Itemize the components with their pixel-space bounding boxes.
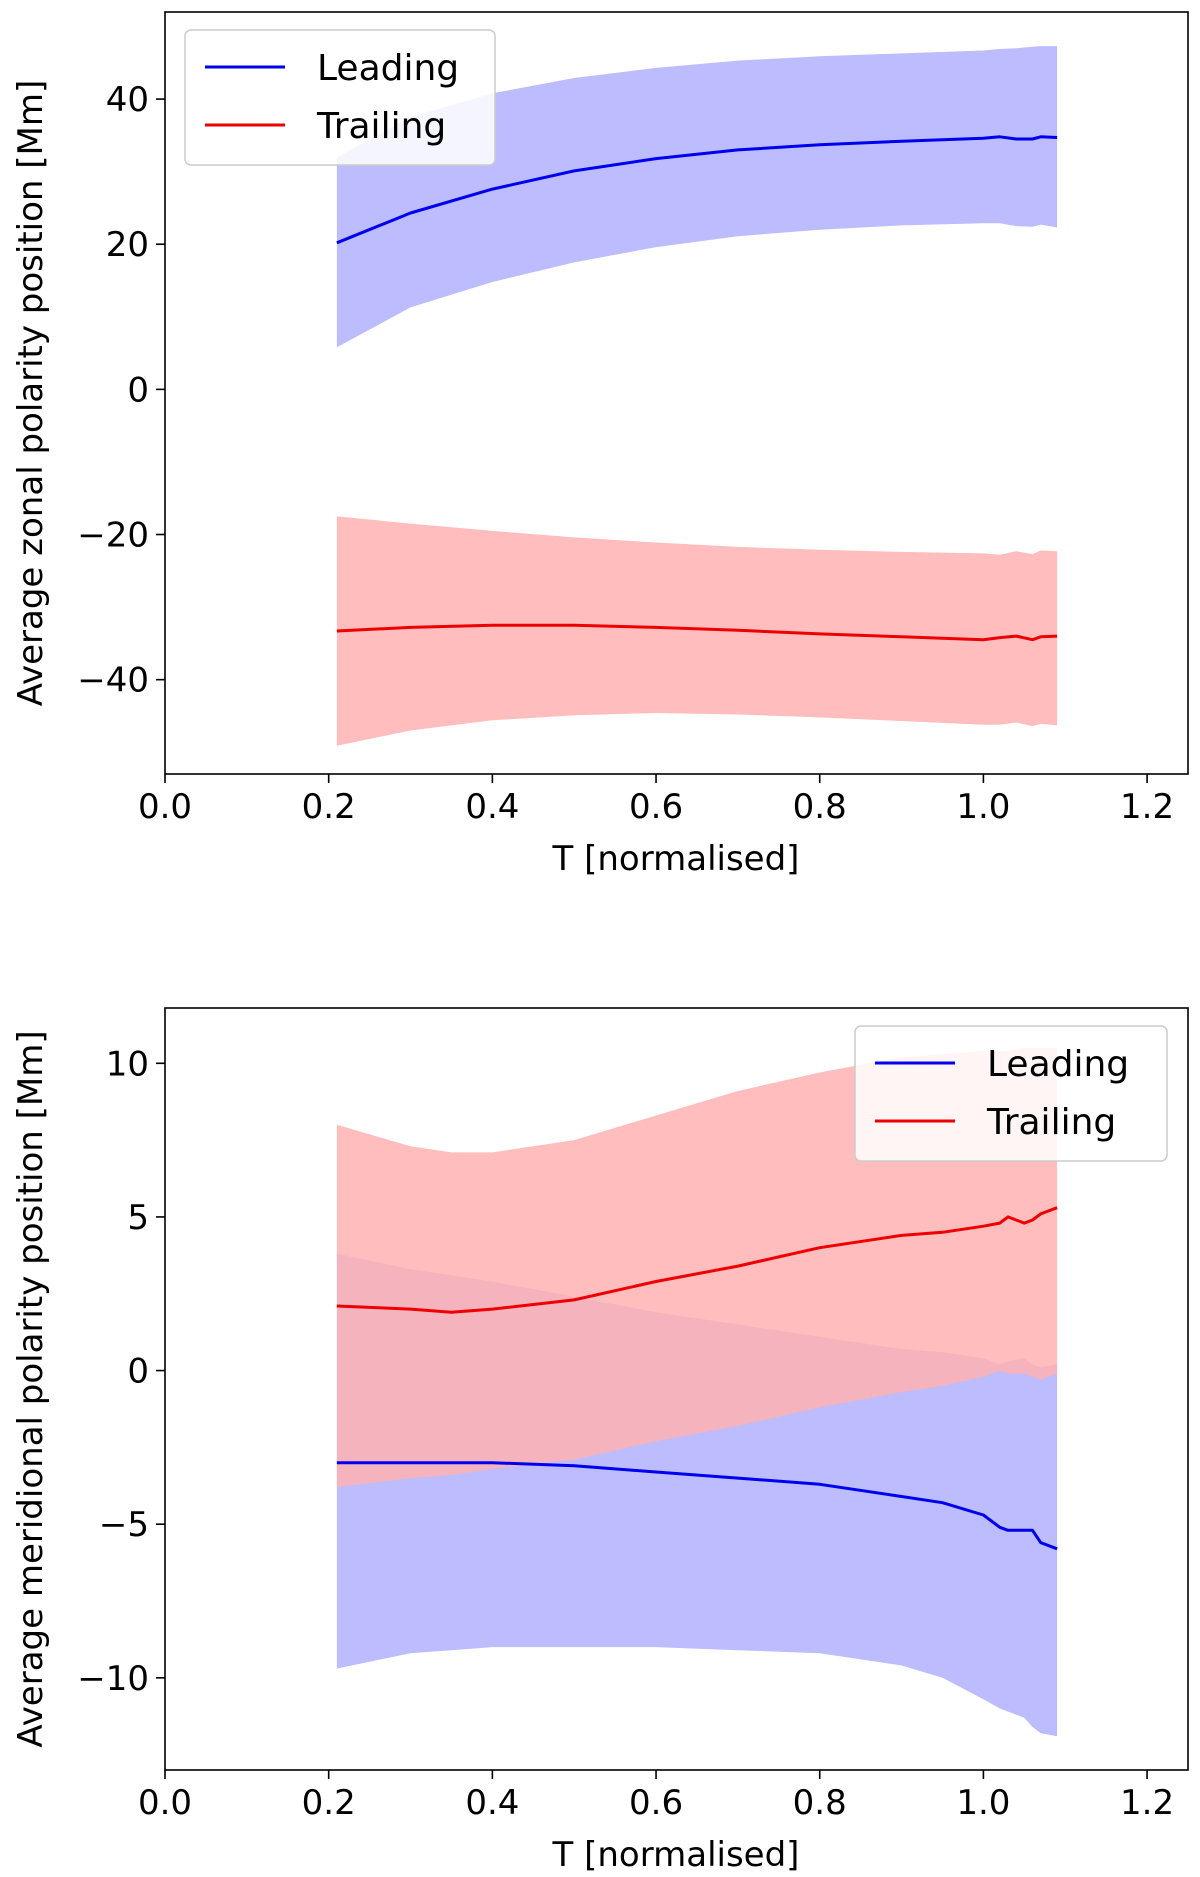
- zonal-legend: Leading Trailing: [184, 29, 496, 166]
- zonal-x-tick-label: 1.0: [956, 787, 1010, 827]
- meridional-lines: [336, 1206, 1058, 1551]
- meridional-y-tick-label: −5: [99, 1505, 149, 1545]
- zonal-x-axis-label: T [normalised]: [552, 839, 800, 879]
- meridional-y-tick-label: −10: [77, 1659, 149, 1699]
- meridional-x-tick-label: 0.2: [302, 1783, 356, 1823]
- zonal-x-tick-label: 0.6: [629, 787, 683, 827]
- zonal-y-tick-label: 20: [106, 225, 149, 265]
- zonal-lines: [336, 135, 1058, 642]
- meridional-axes-frame: [164, 1007, 1189, 1771]
- zonal-x-tick-label: 0.8: [793, 787, 847, 827]
- meridional-x-tick-label: 0.6: [629, 1783, 683, 1823]
- zonal-trailing-line: [336, 623, 1058, 642]
- zonal-legend-box: [184, 29, 496, 166]
- zonal-y-tick-label: −20: [77, 516, 149, 556]
- meridional-y-tick-label: 0: [127, 1352, 149, 1392]
- zonal-leading-line: [336, 135, 1058, 245]
- zonal-bands: [336, 46, 1058, 746]
- meridional-legend-trailing-label: Trailing: [986, 1102, 1116, 1143]
- zonal-trailing-band: [336, 516, 1058, 746]
- zonal-y-axis-label: Average zonal polarity position [Mm]: [11, 80, 51, 707]
- meridional-x-tick-label: 1.0: [956, 1783, 1010, 1823]
- zonal-x-tick-label: 0.4: [465, 787, 519, 827]
- meridional-leading-line: [336, 1461, 1058, 1551]
- meridional-x-tick-label: 1.2: [1120, 1783, 1174, 1823]
- zonal-x-tick-label: 0.0: [138, 787, 192, 827]
- meridional-x-ticks: 0.0 0.2 0.4 0.6 0.8 1.0 1.2: [138, 1770, 1174, 1823]
- zonal-x-tick-label: 1.2: [1120, 787, 1174, 827]
- zonal-panel: 0.0 0.2 0.4 0.6 0.8 1.0 1.2 −40 −20 0 20 40 T [nor…: [11, 11, 1189, 879]
- meridional-y-axis-label: Average meridional polarity position [Mm…: [11, 1030, 51, 1747]
- zonal-axes-frame: [164, 11, 1189, 775]
- zonal-x-tick-label: 0.2: [302, 787, 356, 827]
- zonal-leading-band: [336, 46, 1058, 348]
- meridional-x-axis-label: T [normalised]: [552, 1835, 800, 1875]
- meridional-panel: 0.0 0.2 0.4 0.6 0.8 1.0 1.2 −10 −5 0 5 10 T [norma…: [11, 1007, 1189, 1875]
- zonal-legend-leading-label: Leading: [317, 48, 459, 89]
- zonal-y-ticks: −40 −20 0 20 40: [77, 80, 165, 701]
- meridional-x-tick-label: 0.4: [465, 1783, 519, 1823]
- zonal-legend-trailing-label: Trailing: [316, 106, 446, 147]
- zonal-y-tick-label: 40: [106, 80, 149, 120]
- meridional-legend-leading-label: Leading: [987, 1044, 1129, 1085]
- meridional-y-ticks: −10 −5 0 5 10: [77, 1044, 165, 1699]
- zonal-y-tick-label: 0: [127, 370, 149, 410]
- meridional-legend-box: [854, 1025, 1168, 1162]
- meridional-x-tick-label: 0.0: [138, 1783, 192, 1823]
- meridional-trailing-line: [336, 1206, 1058, 1314]
- meridional-y-tick-label: 10: [106, 1044, 149, 1084]
- zonal-y-tick-label: −40: [77, 661, 149, 701]
- meridional-x-tick-label: 0.8: [793, 1783, 847, 1823]
- meridional-y-tick-label: 5: [127, 1198, 149, 1238]
- meridional-legend: Leading Trailing: [854, 1025, 1168, 1162]
- zonal-x-ticks: 0.0 0.2 0.4 0.6 0.8 1.0 1.2: [138, 774, 1174, 827]
